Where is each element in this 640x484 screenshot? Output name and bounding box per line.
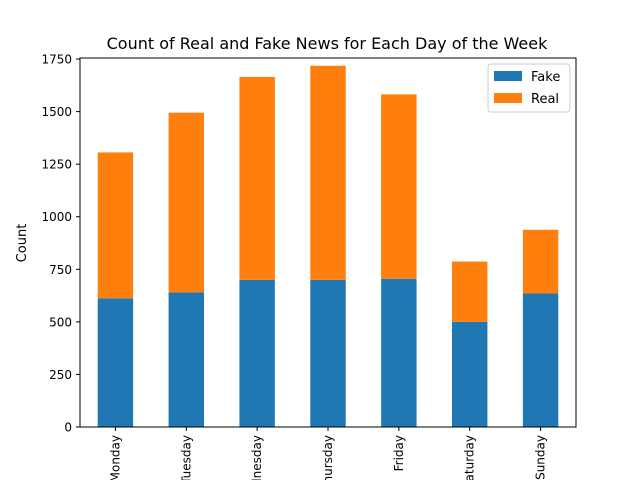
bar-real-tuesday bbox=[168, 112, 204, 293]
y-axis: 0 250 500 750 1000 1250 1500 1750 bbox=[41, 53, 80, 435]
y-tick-label: 1750 bbox=[41, 53, 72, 67]
x-tick-label-friday: Friday bbox=[392, 435, 406, 471]
y-tick-label: 1000 bbox=[41, 210, 72, 224]
bar-real-wednesday bbox=[239, 76, 275, 280]
bar-real-monday bbox=[97, 152, 134, 299]
y-tick-label: 0 bbox=[64, 421, 72, 435]
x-tick-label-sunday: Sunday bbox=[534, 435, 548, 480]
legend-swatch-real bbox=[494, 93, 522, 103]
y-tick-label: 750 bbox=[49, 263, 72, 277]
bar-real-friday bbox=[381, 94, 417, 279]
bar-real-thursday bbox=[310, 65, 346, 280]
legend-label-fake: Fake bbox=[531, 70, 560, 85]
bar-real-saturday bbox=[452, 261, 488, 322]
y-tick-label: 1250 bbox=[41, 158, 72, 172]
legend-swatch-fake bbox=[494, 71, 522, 81]
legend-label-real: Real bbox=[531, 92, 559, 107]
bar-fake-thursday bbox=[310, 279, 346, 427]
x-tick-label-monday: Monday bbox=[108, 435, 122, 480]
chart-title: Count of Real and Fake News for Each Day… bbox=[107, 34, 548, 53]
x-tick-label-saturday: Saturday bbox=[463, 435, 477, 480]
x-tick-label-thursday: Thursday bbox=[321, 435, 335, 480]
bars bbox=[97, 65, 559, 427]
y-tick-label: 250 bbox=[49, 368, 72, 382]
x-tick-label-tuesday: Tuesday bbox=[179, 435, 193, 480]
y-tick-label: 500 bbox=[49, 315, 72, 329]
bar-fake-monday bbox=[97, 298, 134, 427]
bar-fake-wednesday bbox=[239, 279, 275, 427]
bar-fake-friday bbox=[381, 278, 417, 427]
bar-fake-sunday bbox=[522, 293, 559, 427]
bar-fake-tuesday bbox=[168, 292, 204, 427]
bar-fake-saturday bbox=[452, 321, 488, 427]
y-tick-label: 1500 bbox=[41, 105, 72, 119]
x-axis: Monday Tuesday Wednesday Thursday Friday Satu… bbox=[108, 427, 548, 480]
plot-frame bbox=[79, 57, 577, 428]
x-tick-label-wednesday: Wednesday bbox=[250, 435, 264, 480]
legend: Fake Real bbox=[487, 63, 571, 113]
y-axis-label: Count bbox=[15, 224, 30, 263]
bar-real-sunday bbox=[522, 229, 559, 294]
